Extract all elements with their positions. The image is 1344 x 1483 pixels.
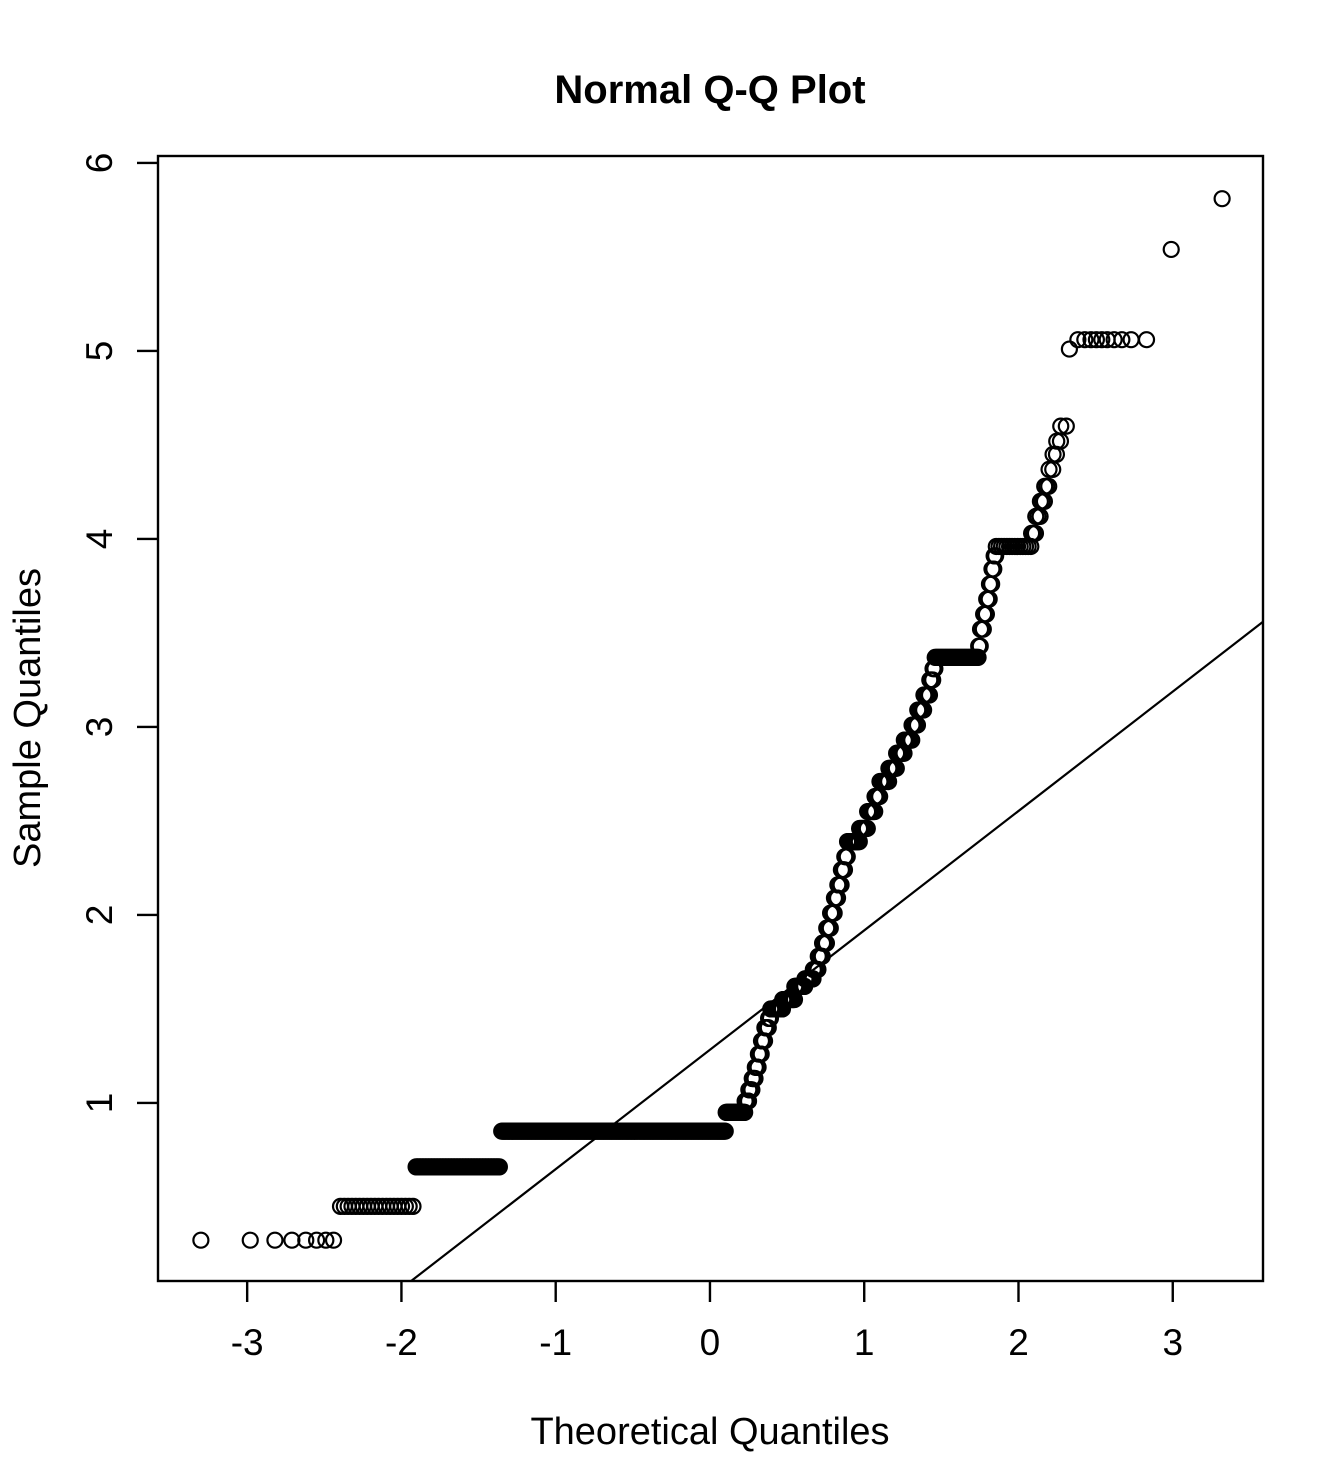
x-tick-label: -2 [385, 1322, 418, 1363]
data-point [1060, 340, 1078, 358]
x-tick-label: 3 [1162, 1322, 1183, 1363]
data-point [1093, 331, 1111, 349]
data-point [192, 1231, 210, 1249]
y-tick-label: 4 [79, 529, 120, 550]
data-point [835, 861, 854, 879]
y-tick-label: 3 [79, 717, 120, 738]
data-point [1052, 417, 1070, 435]
data-point [1082, 331, 1100, 349]
x-tick-label: 1 [854, 1322, 875, 1363]
y-tick-label: 6 [79, 153, 120, 174]
data-point [1162, 240, 1180, 259]
data-point [283, 1231, 301, 1249]
qq-reference-line [410, 620, 1264, 1282]
data-point [746, 1069, 764, 1088]
data-point [739, 1092, 758, 1110]
y-tick-label: 1 [79, 1093, 120, 1114]
data-point [317, 1231, 335, 1249]
data-point [241, 1231, 259, 1249]
data-point [1069, 331, 1087, 349]
data-point [266, 1231, 284, 1249]
x-axis-title: Theoretical Quantiles [530, 1411, 889, 1453]
data-point [985, 560, 1003, 578]
data-point [1137, 331, 1156, 349]
data-point [297, 1231, 315, 1249]
y-tick-label: 5 [79, 341, 120, 362]
data-point [736, 1103, 754, 1121]
data-point [858, 819, 876, 838]
data-point [1105, 331, 1123, 349]
scatter-points-layer [192, 190, 1231, 1249]
data-point [324, 1231, 343, 1249]
x-tick-label: -3 [231, 1322, 264, 1363]
data-point [924, 671, 942, 689]
data-point [1040, 477, 1058, 495]
data-point [716, 1122, 734, 1140]
data-point [1057, 417, 1075, 435]
plot-title: Normal Q-Q Plot [554, 68, 865, 112]
y-tick-label: 2 [79, 905, 120, 926]
data-point [743, 1081, 761, 1099]
data-point [971, 637, 989, 655]
x-tick-label: 2 [1008, 1322, 1029, 1363]
x-tick-label: 0 [700, 1322, 721, 1363]
data-point [987, 547, 1005, 565]
data-point [1026, 524, 1045, 542]
y-axis: 1 2 3 4 5 6 [79, 153, 158, 1114]
data-point [759, 1019, 777, 1037]
data-point [1113, 331, 1131, 349]
data-point [1087, 331, 1105, 349]
data-point [307, 1231, 326, 1249]
data-point [969, 648, 987, 666]
x-tick-label: -1 [539, 1322, 572, 1363]
data-point [490, 1158, 508, 1176]
x-axis: -3 -2 -1 0 1 2 3 [231, 1281, 1183, 1363]
data-point [1213, 190, 1231, 208]
data-point [1076, 331, 1094, 349]
y-axis-title: Sample Quantiles [7, 568, 49, 868]
data-point [404, 1197, 422, 1215]
